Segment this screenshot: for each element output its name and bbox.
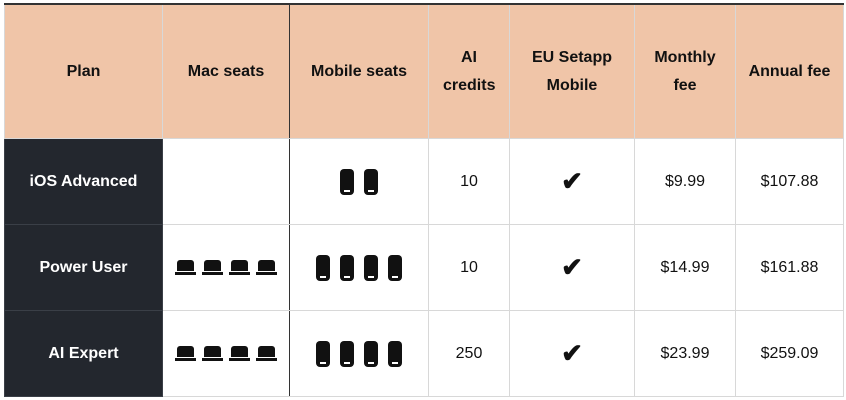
annual-fee: $259.09 bbox=[735, 310, 844, 397]
ai-credits: 250 bbox=[428, 310, 510, 397]
monthly-fee: $9.99 bbox=[634, 138, 736, 225]
monthly-fee: $14.99 bbox=[634, 224, 736, 311]
header-annual-fee: Annual fee bbox=[735, 3, 844, 139]
monthly-fee: $23.99 bbox=[634, 310, 736, 397]
phone-icon bbox=[316, 340, 330, 367]
phone-icon bbox=[388, 254, 402, 281]
table-row: iOS Advanced 10 ✔ $9.99 $107.88 bbox=[4, 138, 844, 225]
header-monthly-fee: Monthly fee bbox=[634, 3, 736, 139]
table-row: Power User 10 ✔ $14.99 $161.88 bbox=[4, 224, 844, 311]
laptop-icon bbox=[202, 259, 223, 276]
laptop-icon bbox=[256, 345, 277, 362]
header-ai-credits: AI credits bbox=[428, 3, 510, 139]
laptop-icon bbox=[202, 345, 223, 362]
laptop-icon bbox=[256, 259, 277, 276]
header-mac-seats: Mac seats bbox=[162, 3, 290, 139]
laptop-icon bbox=[229, 345, 250, 362]
header-eu-setapp-mobile: EU Setapp Mobile bbox=[509, 3, 635, 139]
laptop-icon bbox=[175, 345, 196, 362]
phone-icon bbox=[388, 340, 402, 367]
annual-fee: $107.88 bbox=[735, 138, 844, 225]
phone-icon bbox=[364, 340, 378, 367]
phone-icon bbox=[340, 254, 354, 281]
eu-setapp-mobile-cell: ✔ bbox=[509, 224, 635, 311]
phone-icon bbox=[316, 254, 330, 281]
mac-seats-cell bbox=[162, 224, 290, 311]
eu-setapp-mobile-cell: ✔ bbox=[509, 310, 635, 397]
plan-name: iOS Advanced bbox=[4, 138, 163, 225]
laptop-icon bbox=[175, 259, 196, 276]
eu-setapp-mobile-cell: ✔ bbox=[509, 138, 635, 225]
mobile-seats-cell bbox=[289, 138, 429, 225]
header-row: Plan Mac seats Mobile seats AI credits E… bbox=[4, 3, 844, 139]
checkmark-icon: ✔ bbox=[561, 252, 583, 282]
annual-fee: $161.88 bbox=[735, 224, 844, 311]
plans-table: Plan Mac seats Mobile seats AI credits E… bbox=[4, 3, 844, 397]
header-plan: Plan bbox=[4, 3, 163, 139]
phone-icon bbox=[364, 254, 378, 281]
phone-icon bbox=[340, 168, 354, 195]
checkmark-icon: ✔ bbox=[561, 166, 583, 196]
table-row: AI Expert 250 ✔ $23.99 $259.09 bbox=[4, 310, 844, 397]
ai-credits: 10 bbox=[428, 224, 510, 311]
mac-seats-cell bbox=[162, 310, 290, 397]
plan-name: Power User bbox=[4, 224, 163, 311]
plan-name: AI Expert bbox=[4, 310, 163, 397]
ai-credits: 10 bbox=[428, 138, 510, 225]
mac-seats-cell bbox=[162, 138, 290, 225]
phone-icon bbox=[364, 168, 378, 195]
checkmark-icon: ✔ bbox=[561, 338, 583, 368]
mobile-seats-cell bbox=[289, 224, 429, 311]
header-mobile-seats: Mobile seats bbox=[289, 3, 429, 139]
phone-icon bbox=[340, 340, 354, 367]
mobile-seats-cell bbox=[289, 310, 429, 397]
laptop-icon bbox=[229, 259, 250, 276]
